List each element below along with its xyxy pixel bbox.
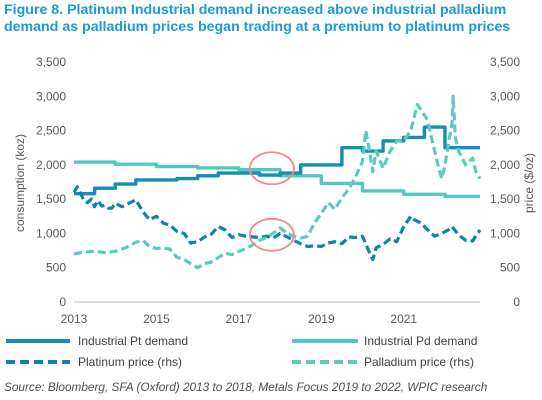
x-tick-label: 2017 [226,312,253,326]
left-tick-label: 500 [46,261,66,275]
x-axis-ticks: 2013 2015 2017 2019 2021 [61,312,418,326]
plot-area [72,94,482,270]
right-tick-label: 1,000 [490,226,520,240]
source-note: Source: Bloomberg, SFA (Oxford) 2013 to … [4,380,488,394]
left-tick-label: 3,500 [36,55,66,69]
legend-label-pd-demand: Industrial Pd demand [364,334,477,348]
legend-label-pd-price: Palladium price (rhs) [364,355,474,369]
left-tick-label: 2,000 [36,158,66,172]
legend-item-pd-demand: Industrial Pd demand [292,334,477,348]
right-axis-ticks: 0 500 1,000 1,500 2,000 2,500 3,000 3,500 [490,55,520,309]
legend-item-pd-price: Palladium price (rhs) [292,355,474,369]
right-tick-label: 3,000 [490,89,520,103]
left-tick-label: 0 [59,295,66,309]
right-tick-label: 0 [513,295,520,309]
left-axis-title: consumption (koz) [13,134,27,232]
legend-label-pt-price: Platinum price (rhs) [78,355,182,369]
right-tick-label: 1,500 [490,192,520,206]
right-tick-label: 500 [500,261,520,275]
left-axis-ticks: 0 500 1,000 1,500 2,000 2,500 3,000 3,500 [36,55,66,309]
highlight-circle-2 [248,217,295,252]
x-tick-label: 2019 [308,312,335,326]
x-tick-label: 2015 [143,312,170,326]
x-tick-label: 2021 [390,312,417,326]
left-tick-label: 2,500 [36,124,66,138]
right-tick-label: 3,500 [490,55,520,69]
chart-title: Figure 8. Platinum Industrial demand inc… [4,2,511,35]
left-tick-label: 1,000 [36,226,66,240]
legend-label-pt-demand: Industrial Pt demand [78,334,188,348]
legend: Industrial Pt demand Industrial Pd deman… [6,334,477,369]
series-line-pd-price [73,94,482,270]
highlight-circle-1 [248,151,295,186]
left-tick-label: 3,000 [36,89,66,103]
x-tick-label: 2013 [61,312,88,326]
series-line-pt-demand [74,125,480,196]
legend-item-pt-price: Platinum price (rhs) [6,355,182,369]
left-tick-label: 1,500 [36,192,66,206]
legend-item-pt-demand: Industrial Pt demand [6,334,188,348]
right-tick-label: 2,500 [490,124,520,138]
right-tick-label: 2,000 [490,158,520,172]
right-axis-title: price ($/oz) [522,153,536,213]
series-line-pt-price [72,185,482,262]
